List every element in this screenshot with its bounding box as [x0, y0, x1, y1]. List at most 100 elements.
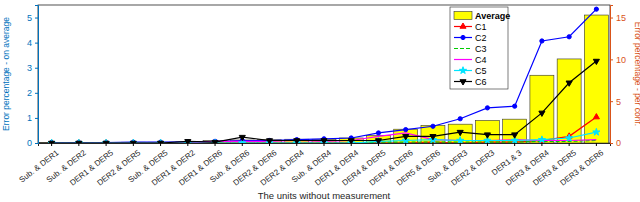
line-series: [49, 59, 600, 143]
y-tick: 3: [27, 63, 38, 73]
line-series: [50, 7, 599, 143]
marker: [348, 139, 355, 143]
x-tick-mark: [541, 143, 542, 146]
y-tick: 4: [27, 38, 38, 48]
marker: [158, 141, 164, 143]
marker: [431, 124, 435, 128]
legend-label: C5: [475, 66, 487, 76]
marker: [430, 135, 436, 140]
y2-tick-mark: [610, 143, 613, 144]
marker: [593, 114, 599, 119]
y-tick-mark: [35, 118, 38, 119]
y-axis: 0 1 2 3 4 5: [27, 6, 39, 149]
marker: [593, 128, 600, 135]
x-tick-mark: [269, 143, 270, 146]
marker: [403, 135, 409, 140]
legend: AverageC1C2C3C4C5C6: [450, 7, 510, 89]
legend-item: C2: [454, 33, 487, 43]
line: [52, 9, 597, 142]
y2-tick: 10: [610, 55, 626, 65]
marker: [404, 128, 408, 132]
y2-tick: 0: [610, 138, 621, 148]
y2-tick: 15: [610, 13, 626, 23]
marker: [294, 139, 300, 143]
y2-tick-mark: [610, 18, 613, 19]
x-tick-label: DER3 & DER6: [558, 148, 605, 188]
legend-item: C3: [454, 44, 487, 54]
line-series: [48, 128, 600, 143]
legend-label: C4: [475, 55, 487, 65]
marker: [184, 139, 191, 143]
x-tick-mark: [351, 143, 352, 146]
marker: [566, 134, 573, 141]
y-tick: 1: [27, 113, 38, 123]
marker: [103, 141, 109, 143]
legend-marker: [460, 23, 466, 28]
marker: [76, 141, 82, 143]
marker: [266, 139, 272, 143]
marker: [375, 139, 381, 143]
marker: [48, 139, 55, 143]
x-axis-title: The units without measurement: [258, 190, 391, 201]
y-tick-label: 0: [27, 138, 32, 148]
bar: [530, 75, 554, 143]
y-axis-line: [35, 6, 39, 144]
legend-marker: [459, 67, 466, 74]
legend-label: C3: [475, 44, 487, 54]
marker: [130, 141, 136, 143]
x-tick-mark: [215, 143, 216, 146]
x-tick-mark: [242, 143, 243, 146]
marker: [293, 139, 300, 143]
marker: [376, 131, 380, 135]
legend-label: C6: [475, 77, 487, 87]
marker: [266, 139, 273, 143]
x-tick-mark: [405, 143, 406, 146]
marker: [538, 136, 545, 143]
marker: [594, 7, 598, 11]
x-tick-mark: [596, 143, 597, 146]
y2-tick-label: 5: [616, 97, 621, 107]
x-tick-mark: [487, 143, 488, 146]
marker: [457, 137, 464, 143]
marker: [212, 140, 218, 143]
bar-series: [40, 15, 609, 143]
x-tick-mark: [187, 143, 188, 146]
line: [52, 61, 597, 143]
y-tick: 5: [27, 13, 38, 23]
y2-tick-label: 10: [616, 55, 626, 65]
marker: [348, 139, 354, 143]
marker: [513, 104, 517, 108]
y-tick: 0: [27, 138, 38, 148]
marker: [540, 39, 544, 43]
y-tick: 2: [27, 88, 38, 98]
y2-tick-label: 15: [616, 13, 626, 23]
marker: [567, 35, 571, 39]
plot-root: Sub. & DER1Sub. & DER2DER1 & DER5DER2 & …: [18, 5, 627, 188]
y2-tick-label: 0: [616, 138, 621, 148]
x-tick-label: DER2 & DER3: [449, 148, 496, 188]
plot-frame: [38, 5, 610, 143]
x-tick-mark: [160, 143, 161, 146]
legend-label: Average: [475, 11, 510, 21]
y-tick-mark: [35, 93, 38, 94]
x-axis: Sub. & DER1Sub. & DER2DER1 & DER5DER2 & …: [18, 143, 611, 188]
marker: [320, 139, 327, 143]
x-tick-mark: [296, 143, 297, 146]
x-tick-mark: [106, 143, 107, 146]
legend-item: C4: [454, 55, 487, 65]
legend-label: C1: [475, 22, 487, 32]
x-tick: DER3 & DER6: [558, 143, 605, 188]
y-tick-label: 3: [27, 63, 32, 73]
x-tick-mark: [432, 143, 433, 146]
marker: [157, 139, 164, 143]
legend-swatch: [454, 12, 472, 20]
legend-label: C2: [475, 33, 487, 43]
y2-tick: 5: [610, 97, 621, 107]
chart-svg: Sub. & DER1Sub. & DER2DER1 & DER5DER2 & …: [0, 0, 640, 202]
y-tick-mark: [35, 68, 38, 69]
y-tick-mark: [35, 143, 38, 144]
x-axis-line: [39, 144, 611, 147]
marker: [212, 139, 218, 143]
legend-item: Average: [454, 11, 510, 21]
x-tick-mark: [569, 143, 570, 146]
